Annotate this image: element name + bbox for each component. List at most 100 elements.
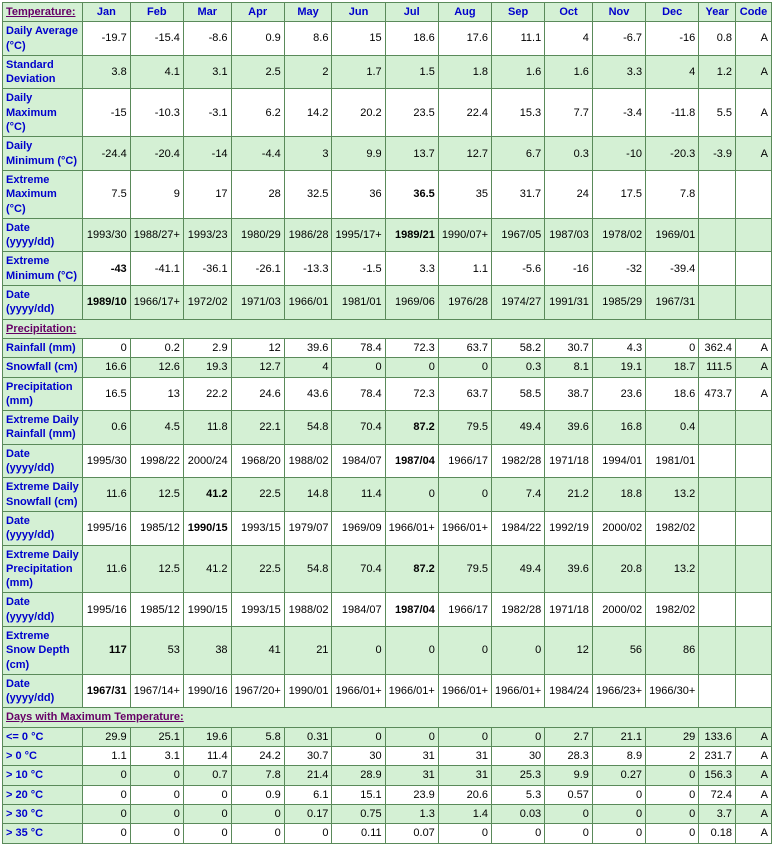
cell: 1991/31 — [545, 286, 593, 320]
cell: 0 — [492, 626, 545, 674]
cell — [736, 252, 772, 286]
cell: A — [736, 377, 772, 411]
cell: A — [736, 338, 772, 357]
cell: -36.1 — [183, 252, 231, 286]
cell: 1979/07 — [284, 511, 332, 545]
cell: 1984/07 — [332, 593, 385, 627]
cell: 1986/28 — [284, 218, 332, 252]
table-row: Date (yyyy/dd)1995/301998/222000/241968/… — [3, 444, 772, 478]
cell: -20.4 — [130, 137, 183, 171]
cell: 1984/07 — [332, 444, 385, 478]
cell: 1967/31 — [83, 674, 131, 708]
col-header: Code — [736, 3, 772, 22]
cell: 35 — [438, 170, 491, 218]
cell: 87.2 — [385, 545, 438, 593]
cell: 53 — [130, 626, 183, 674]
col-header: Mar — [183, 3, 231, 22]
cell: 1969/01 — [646, 218, 699, 252]
cell: 1972/02 — [183, 286, 231, 320]
cell: 6.1 — [284, 785, 332, 804]
cell: 11.4 — [183, 747, 231, 766]
row-label: Date (yyyy/dd) — [3, 286, 83, 320]
cell — [736, 626, 772, 674]
cell: 156.3 — [699, 766, 736, 785]
cell: 1981/01 — [332, 286, 385, 320]
cell: 29.9 — [83, 727, 131, 746]
cell: 1981/01 — [646, 444, 699, 478]
cell — [736, 674, 772, 708]
cell: 0 — [183, 785, 231, 804]
cell: 0 — [438, 478, 491, 512]
cell: 0.3 — [545, 137, 593, 171]
cell: 1993/30 — [83, 218, 131, 252]
cell: 1966/01+ — [385, 511, 438, 545]
cell: 4 — [646, 55, 699, 89]
row-label: Daily Maximum (°C) — [3, 89, 83, 137]
cell: 1987/04 — [385, 444, 438, 478]
cell: 2.5 — [231, 55, 284, 89]
cell: 1967/31 — [646, 286, 699, 320]
col-header: Feb — [130, 3, 183, 22]
cell: 1995/30 — [83, 444, 131, 478]
cell: 1971/18 — [545, 444, 593, 478]
cell: 0 — [83, 804, 131, 823]
row-label: Daily Minimum (°C) — [3, 137, 83, 171]
cell: 72.3 — [385, 377, 438, 411]
cell: 1993/15 — [231, 593, 284, 627]
cell: A — [736, 22, 772, 56]
cell: 70.4 — [332, 545, 385, 593]
cell — [736, 218, 772, 252]
cell: 13.7 — [385, 137, 438, 171]
row-label: > 0 °C — [3, 747, 83, 766]
cell: 0 — [438, 626, 491, 674]
table-row: > 35 °C000000.110.07000000.18A — [3, 824, 772, 843]
cell: 63.7 — [438, 338, 491, 357]
cell: 16.5 — [83, 377, 131, 411]
cell: 36.5 — [385, 170, 438, 218]
cell: 22.5 — [231, 545, 284, 593]
section-header: Precipitation: — [3, 319, 772, 338]
cell: 3.8 — [83, 55, 131, 89]
cell — [736, 478, 772, 512]
table-row: Precipitation (mm)16.51322.224.643.678.4… — [3, 377, 772, 411]
col-header: Jul — [385, 3, 438, 22]
cell: 0 — [130, 785, 183, 804]
cell: 1982/28 — [492, 593, 545, 627]
cell: 1.3 — [385, 804, 438, 823]
cell: 15.3 — [492, 89, 545, 137]
row-label: Date (yyyy/dd) — [3, 444, 83, 478]
cell: 32.5 — [284, 170, 332, 218]
cell: 2000/02 — [592, 593, 645, 627]
col-header: May — [284, 3, 332, 22]
cell: -39.4 — [646, 252, 699, 286]
cell — [699, 170, 736, 218]
cell: 39.6 — [545, 411, 593, 445]
cell: 1989/21 — [385, 218, 438, 252]
cell: 133.6 — [699, 727, 736, 746]
cell: 21 — [284, 626, 332, 674]
row-label: <= 0 °C — [3, 727, 83, 746]
cell: 1966/01 — [284, 286, 332, 320]
cell: 1969/06 — [385, 286, 438, 320]
cell: 1993/23 — [183, 218, 231, 252]
cell: -16 — [646, 22, 699, 56]
cell: 1987/04 — [385, 593, 438, 627]
cell: 11.6 — [83, 545, 131, 593]
cell: 1966/01+ — [438, 674, 491, 708]
cell: -3.9 — [699, 137, 736, 171]
cell: 117 — [83, 626, 131, 674]
cell: 1966/17 — [438, 593, 491, 627]
cell: 0.8 — [699, 22, 736, 56]
cell: 3.1 — [183, 55, 231, 89]
row-label: Precipitation (mm) — [3, 377, 83, 411]
cell — [736, 286, 772, 320]
cell — [699, 444, 736, 478]
cell: 15.1 — [332, 785, 385, 804]
cell: 20.8 — [592, 545, 645, 593]
cell: 23.5 — [385, 89, 438, 137]
cell: 1978/02 — [592, 218, 645, 252]
cell: 23.6 — [592, 377, 645, 411]
cell: 21.1 — [592, 727, 645, 746]
cell: -11.8 — [646, 89, 699, 137]
row-label: Extreme Minimum (°C) — [3, 252, 83, 286]
